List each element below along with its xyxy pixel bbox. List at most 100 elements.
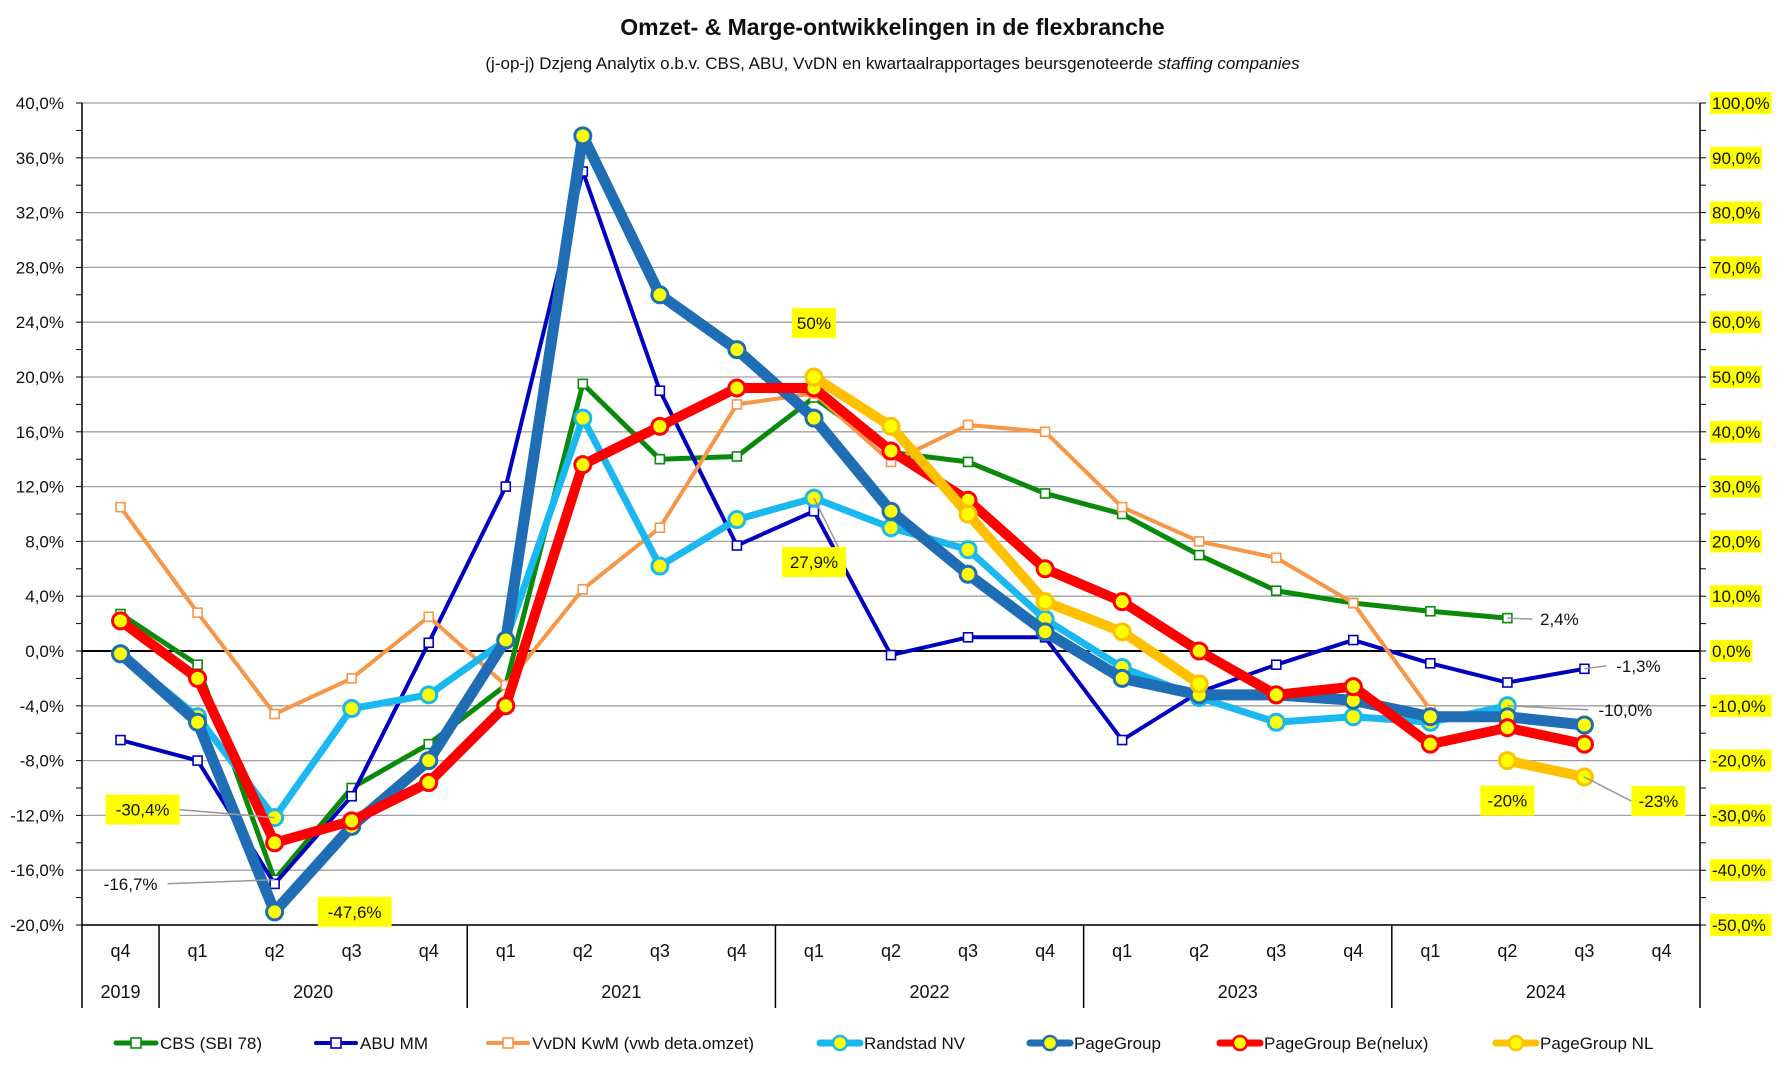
- quarter-label: q4: [111, 941, 131, 961]
- data-point: [958, 564, 978, 584]
- legend-label: PageGroup Be(nelux): [1264, 1034, 1428, 1053]
- left-tick-label: 4,0%: [25, 587, 64, 606]
- annotation-leader: [1507, 705, 1589, 711]
- right-tick-highlight: [1710, 475, 1762, 498]
- annotation-highlight: [1631, 786, 1686, 817]
- data-point: [573, 408, 593, 428]
- data-point: [269, 878, 280, 890]
- right-tick-label: 40,0%: [1712, 423, 1760, 442]
- data-point: [342, 811, 362, 831]
- data-point: [654, 385, 666, 397]
- quarter-label: q1: [1420, 941, 1440, 961]
- data-point: [654, 453, 666, 465]
- chart-title: Omzet- & Marge-ontwikkelingen in de flex…: [620, 14, 1165, 40]
- series-line: [1502, 755, 1590, 783]
- annotation-label: 27,9%: [790, 553, 838, 572]
- right-tick-label: 60,0%: [1712, 313, 1760, 332]
- data-point: [1347, 597, 1359, 609]
- annotations: 50% 27,9% -30,4% -16,7% -47,6% 2,4% -1,3% -10,0…: [104, 308, 1686, 927]
- annotation-label: -20%: [1488, 792, 1528, 811]
- left-tick-label: 24,0%: [16, 313, 64, 332]
- annotation-leader: [1584, 776, 1632, 802]
- data-point: [885, 649, 897, 661]
- quarter-label: q1: [188, 941, 208, 961]
- series-4: [111, 126, 1594, 922]
- data-point: [1266, 712, 1286, 732]
- data-point: [1425, 658, 1436, 669]
- data-point: [423, 611, 435, 623]
- right-tick-label: -30,0%: [1712, 806, 1766, 825]
- quarter-label: q1: [496, 941, 516, 961]
- data-point: [496, 630, 516, 650]
- data-point: [1343, 707, 1363, 727]
- annotation-highlight: [317, 896, 392, 927]
- right-tick-label: 90,0%: [1712, 149, 1760, 168]
- series-6: [804, 367, 1594, 787]
- quarter-label: q1: [804, 941, 824, 961]
- data-point: [881, 416, 901, 436]
- year-label: 2023: [1218, 982, 1258, 1002]
- quarter-label: q2: [1189, 941, 1209, 961]
- quarter-label: q2: [573, 941, 593, 961]
- data-point: [577, 584, 589, 595]
- data-point: [1574, 734, 1594, 754]
- data-point: [1112, 592, 1132, 612]
- legend-marker: [130, 1037, 142, 1049]
- data-point: [1420, 734, 1440, 754]
- year-label: 2024: [1526, 982, 1566, 1002]
- legend-label: PageGroup: [1074, 1034, 1161, 1053]
- chart-subtitle: (j-op-j) Dzjeng Analytix o.b.v. CBS, ABU…: [0, 54, 1785, 74]
- data-point: [419, 751, 439, 771]
- data-point: [731, 399, 743, 410]
- series-line: [115, 382, 1590, 848]
- right-tick-highlight: [1710, 530, 1762, 553]
- right-tick-highlight: [1710, 694, 1772, 717]
- data-point: [265, 902, 285, 922]
- legend-label: VvDN KwM (vwb deta.omzet): [532, 1034, 754, 1053]
- series-line: [118, 391, 1433, 717]
- legend-marker: [1507, 1034, 1525, 1052]
- right-tick-label: 30,0%: [1712, 478, 1760, 497]
- legend-marker: [1041, 1034, 1059, 1052]
- right-tick-highlight: [1710, 749, 1772, 772]
- left-tick-label: -20,0%: [10, 916, 64, 935]
- data-point: [1039, 488, 1051, 499]
- quarter-label: q3: [958, 941, 978, 961]
- left-tick-label: -16,0%: [10, 861, 64, 880]
- data-point: [192, 659, 203, 671]
- legend-label: CBS (SBI 78): [160, 1034, 262, 1053]
- data-point: [111, 611, 131, 631]
- data-point: [1112, 668, 1132, 688]
- data-point: [958, 504, 978, 524]
- right-tick-label: -50,0%: [1712, 916, 1766, 935]
- data-point: [115, 501, 126, 513]
- data-point: [654, 522, 666, 534]
- data-point: [731, 540, 743, 551]
- legend-label: PageGroup NL: [1540, 1034, 1653, 1053]
- annotation-label: -16,7%: [104, 875, 158, 894]
- quarter-label: q3: [342, 941, 362, 961]
- data-point: [1347, 634, 1359, 646]
- data-point: [1343, 677, 1363, 697]
- data-point: [577, 378, 589, 390]
- right-tick-highlight: [1710, 256, 1762, 279]
- data-point: [346, 790, 357, 802]
- left-tick-label: 40,0%: [16, 94, 64, 113]
- data-point: [1497, 751, 1517, 771]
- left-tick-label: -8,0%: [20, 752, 64, 771]
- data-point: [1035, 559, 1055, 579]
- data-point: [727, 509, 747, 529]
- quarter-label: q4: [727, 941, 747, 961]
- annotation-label: 50%: [797, 314, 831, 333]
- data-point: [346, 673, 357, 684]
- quarter-label: q4: [1343, 941, 1363, 961]
- data-point: [1035, 592, 1055, 612]
- data-point: [804, 408, 824, 428]
- data-point: [1039, 426, 1051, 438]
- right-tick-label: -20,0%: [1712, 752, 1766, 771]
- left-tick-label: -12,0%: [10, 806, 64, 825]
- data-point: [1270, 659, 1282, 671]
- series-line: [117, 414, 1511, 822]
